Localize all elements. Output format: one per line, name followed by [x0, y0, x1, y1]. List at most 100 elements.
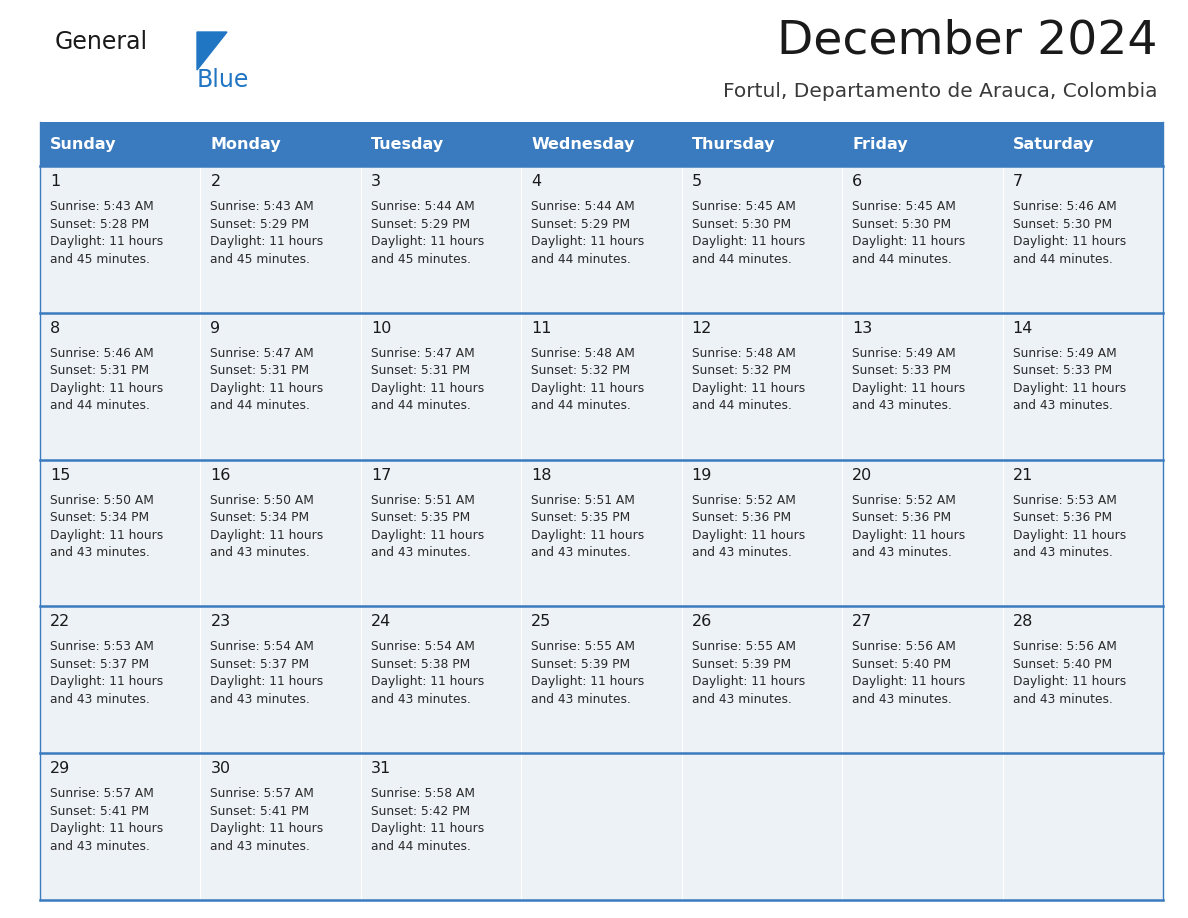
Text: Sunset: 5:42 PM: Sunset: 5:42 PM: [371, 805, 470, 818]
Text: and 43 minutes.: and 43 minutes.: [50, 840, 150, 853]
Bar: [361, 607, 522, 753]
Text: and 43 minutes.: and 43 minutes.: [852, 693, 952, 706]
Text: Sunset: 5:31 PM: Sunset: 5:31 PM: [50, 364, 150, 377]
Text: Sunset: 5:30 PM: Sunset: 5:30 PM: [691, 218, 791, 230]
Text: Sunset: 5:40 PM: Sunset: 5:40 PM: [852, 658, 952, 671]
Text: Sunset: 5:41 PM: Sunset: 5:41 PM: [50, 805, 150, 818]
Text: and 45 minutes.: and 45 minutes.: [210, 252, 310, 265]
Text: and 43 minutes.: and 43 minutes.: [852, 546, 952, 559]
Text: Sunrise: 5:54 AM: Sunrise: 5:54 AM: [210, 641, 315, 654]
Text: Sunset: 5:36 PM: Sunset: 5:36 PM: [691, 511, 791, 524]
Bar: [682, 607, 842, 753]
Text: and 43 minutes.: and 43 minutes.: [531, 693, 631, 706]
Text: Sunset: 5:34 PM: Sunset: 5:34 PM: [210, 511, 310, 524]
Text: Daylight: 11 hours: Daylight: 11 hours: [1012, 235, 1126, 248]
Text: Sunrise: 5:48 AM: Sunrise: 5:48 AM: [531, 347, 636, 360]
Text: 19: 19: [691, 467, 712, 483]
Text: Sunrise: 5:53 AM: Sunrise: 5:53 AM: [50, 641, 154, 654]
Bar: [40, 166, 201, 313]
Bar: [842, 607, 1003, 753]
Text: Sunset: 5:31 PM: Sunset: 5:31 PM: [210, 364, 310, 377]
Text: 8: 8: [50, 320, 61, 336]
Text: Sunrise: 5:45 AM: Sunrise: 5:45 AM: [852, 200, 956, 213]
Bar: [201, 460, 361, 607]
Text: Daylight: 11 hours: Daylight: 11 hours: [691, 382, 805, 395]
Text: 12: 12: [691, 320, 712, 336]
Text: 22: 22: [50, 614, 70, 630]
Text: Daylight: 11 hours: Daylight: 11 hours: [371, 676, 484, 688]
Text: Saturday: Saturday: [1012, 137, 1094, 151]
Text: Friday: Friday: [852, 137, 908, 151]
Bar: [201, 753, 361, 900]
Text: 10: 10: [371, 320, 391, 336]
Text: Monday: Monday: [210, 137, 282, 151]
Text: Sunrise: 5:46 AM: Sunrise: 5:46 AM: [1012, 200, 1117, 213]
Text: Daylight: 11 hours: Daylight: 11 hours: [50, 235, 163, 248]
Text: Thursday: Thursday: [691, 137, 776, 151]
Bar: [1003, 460, 1163, 607]
Bar: [40, 460, 201, 607]
Text: 29: 29: [50, 761, 70, 777]
Bar: [842, 166, 1003, 313]
Bar: [361, 460, 522, 607]
Polygon shape: [197, 32, 227, 70]
Text: 7: 7: [1012, 174, 1023, 189]
Text: Daylight: 11 hours: Daylight: 11 hours: [1012, 529, 1126, 542]
Bar: [522, 313, 682, 460]
Text: Sunrise: 5:52 AM: Sunrise: 5:52 AM: [691, 494, 796, 507]
Text: Daylight: 11 hours: Daylight: 11 hours: [210, 823, 323, 835]
Text: 3: 3: [371, 174, 381, 189]
Text: Daylight: 11 hours: Daylight: 11 hours: [371, 382, 484, 395]
Text: Sunset: 5:39 PM: Sunset: 5:39 PM: [691, 658, 791, 671]
Bar: [201, 607, 361, 753]
Bar: [842, 122, 1003, 166]
Text: Sunset: 5:30 PM: Sunset: 5:30 PM: [852, 218, 952, 230]
Text: Sunrise: 5:44 AM: Sunrise: 5:44 AM: [531, 200, 636, 213]
Text: Sunrise: 5:53 AM: Sunrise: 5:53 AM: [1012, 494, 1117, 507]
Text: Sunset: 5:29 PM: Sunset: 5:29 PM: [210, 218, 310, 230]
Text: Sunrise: 5:57 AM: Sunrise: 5:57 AM: [210, 788, 315, 800]
Text: Daylight: 11 hours: Daylight: 11 hours: [531, 676, 645, 688]
Text: 18: 18: [531, 467, 551, 483]
Bar: [522, 753, 682, 900]
Text: Sunset: 5:37 PM: Sunset: 5:37 PM: [50, 658, 150, 671]
Bar: [682, 122, 842, 166]
Text: Sunrise: 5:58 AM: Sunrise: 5:58 AM: [371, 788, 475, 800]
Text: Fortul, Departamento de Arauca, Colombia: Fortul, Departamento de Arauca, Colombia: [723, 82, 1158, 101]
Text: December 2024: December 2024: [777, 18, 1158, 63]
Text: and 43 minutes.: and 43 minutes.: [691, 693, 791, 706]
Text: Sunset: 5:29 PM: Sunset: 5:29 PM: [531, 218, 631, 230]
Text: Sunset: 5:36 PM: Sunset: 5:36 PM: [852, 511, 952, 524]
Text: and 44 minutes.: and 44 minutes.: [531, 252, 631, 265]
Text: and 43 minutes.: and 43 minutes.: [210, 546, 310, 559]
Text: 20: 20: [852, 467, 872, 483]
Text: 17: 17: [371, 467, 391, 483]
Text: Sunrise: 5:56 AM: Sunrise: 5:56 AM: [852, 641, 956, 654]
Text: 13: 13: [852, 320, 872, 336]
Text: Sunrise: 5:43 AM: Sunrise: 5:43 AM: [50, 200, 153, 213]
Text: 26: 26: [691, 614, 712, 630]
Text: Sunrise: 5:55 AM: Sunrise: 5:55 AM: [691, 641, 796, 654]
Text: Sunrise: 5:43 AM: Sunrise: 5:43 AM: [210, 200, 314, 213]
Text: Sunrise: 5:46 AM: Sunrise: 5:46 AM: [50, 347, 153, 360]
Bar: [682, 753, 842, 900]
Text: and 43 minutes.: and 43 minutes.: [210, 840, 310, 853]
Text: Daylight: 11 hours: Daylight: 11 hours: [691, 235, 805, 248]
Text: Daylight: 11 hours: Daylight: 11 hours: [1012, 382, 1126, 395]
Text: 24: 24: [371, 614, 391, 630]
Text: 31: 31: [371, 761, 391, 777]
Text: 23: 23: [210, 614, 230, 630]
Text: Sunset: 5:33 PM: Sunset: 5:33 PM: [852, 364, 952, 377]
Bar: [522, 460, 682, 607]
Text: and 43 minutes.: and 43 minutes.: [371, 693, 470, 706]
Text: Daylight: 11 hours: Daylight: 11 hours: [371, 235, 484, 248]
Bar: [1003, 753, 1163, 900]
Text: and 43 minutes.: and 43 minutes.: [531, 546, 631, 559]
Text: Daylight: 11 hours: Daylight: 11 hours: [531, 382, 645, 395]
Text: and 44 minutes.: and 44 minutes.: [1012, 252, 1112, 265]
Bar: [842, 313, 1003, 460]
Text: 21: 21: [1012, 467, 1032, 483]
Text: Daylight: 11 hours: Daylight: 11 hours: [852, 676, 966, 688]
Text: Tuesday: Tuesday: [371, 137, 444, 151]
Text: Sunrise: 5:44 AM: Sunrise: 5:44 AM: [371, 200, 475, 213]
